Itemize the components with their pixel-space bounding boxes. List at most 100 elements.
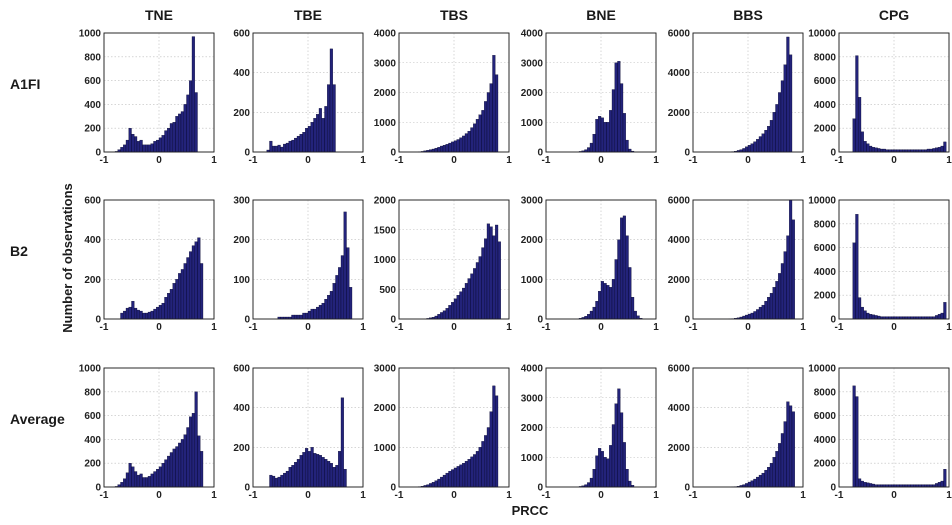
histogram-bar	[783, 421, 787, 488]
plot-border	[692, 199, 804, 320]
histogram-bar	[299, 133, 303, 153]
plot-border	[692, 367, 804, 488]
histogram-bar	[484, 238, 488, 320]
histogram-bar	[625, 139, 629, 153]
histogram-bar	[134, 136, 138, 153]
histogram-bar	[329, 48, 333, 153]
histogram-bar	[145, 312, 149, 320]
histogram-bar	[866, 482, 870, 488]
histogram-bar	[316, 454, 320, 488]
histogram-bar	[473, 123, 477, 153]
y-tick-label: 0	[537, 315, 543, 326]
y-tick-label: 1000	[79, 364, 102, 375]
histogram-bar	[302, 132, 306, 153]
histogram-bar	[307, 126, 311, 153]
column-title: TNE	[145, 7, 173, 23]
histogram-bar	[750, 143, 754, 153]
histogram-bar	[492, 55, 496, 153]
histogram-bar	[186, 257, 190, 320]
x-tick-label: 0	[305, 490, 311, 501]
histogram-bar	[161, 463, 165, 488]
histogram-bar	[783, 64, 787, 153]
plot-border	[545, 32, 657, 153]
histogram-bar	[484, 435, 488, 488]
y-tick-label: 400	[84, 235, 101, 246]
y-tick-label: 2000	[668, 108, 691, 119]
histogram-bar	[937, 147, 941, 153]
histogram-bar	[283, 143, 287, 153]
histogram-bar	[775, 281, 779, 320]
histogram-bar	[475, 451, 479, 488]
x-tick-label: -1	[689, 155, 698, 166]
x-tick-label: 1	[946, 322, 952, 333]
plot-border	[103, 199, 215, 320]
y-tick-label: 4000	[521, 364, 544, 375]
x-tick-label: 0	[156, 155, 162, 166]
x-tick-label: 1	[506, 155, 512, 166]
histogram-bar	[470, 273, 474, 320]
x-tick-label: -1	[100, 490, 109, 501]
histogram-bar	[592, 468, 596, 488]
histogram-bar	[200, 263, 204, 320]
histogram-bar	[442, 145, 446, 153]
histogram-bar	[324, 459, 328, 488]
histogram-bar	[194, 241, 198, 320]
y-tick-label: 400	[233, 68, 250, 79]
y-tick-label: 10000	[808, 29, 836, 40]
y-tick-label: 2000	[814, 291, 837, 302]
x-tick-label: 1	[653, 155, 659, 166]
histogram-bar	[761, 472, 765, 488]
histogram-bar	[434, 147, 438, 153]
histogram-bar	[473, 268, 477, 320]
y-tick-label: 6000	[814, 76, 837, 87]
y-tick-label: 200	[233, 235, 250, 246]
x-tick-label: 1	[506, 322, 512, 333]
histogram-bar	[940, 480, 944, 488]
histogram-bar	[189, 80, 193, 153]
histogram-bar	[456, 139, 460, 153]
y-tick-label: 6000	[668, 196, 691, 207]
histogram-bar	[453, 140, 457, 153]
histogram-bar	[161, 302, 165, 320]
histogram-bar	[136, 141, 140, 153]
histogram-bar	[789, 405, 793, 488]
histogram-bar	[940, 312, 944, 320]
histogram-bar	[470, 456, 474, 488]
histogram-bar	[860, 480, 864, 488]
histogram-bar	[486, 427, 490, 488]
histogram-bar	[929, 148, 933, 153]
histogram-bar	[459, 291, 463, 320]
histogram-bar	[440, 145, 444, 153]
histogram-bar	[329, 291, 333, 320]
histogram-bar	[609, 110, 613, 153]
histogram-bar	[183, 104, 187, 153]
histogram-bar	[772, 457, 776, 488]
histogram-bar	[429, 483, 433, 488]
histogram-bar	[750, 312, 754, 320]
histogram-bar	[191, 245, 195, 320]
histogram-bar	[747, 313, 751, 320]
x-tick-label: 1	[211, 155, 217, 166]
histogram-bar	[464, 461, 468, 488]
y-tick-label: 400	[233, 403, 250, 414]
histogram-bar	[310, 447, 314, 488]
histogram-bar	[758, 136, 762, 153]
y-tick-label: 10000	[808, 364, 836, 375]
plot-border	[252, 199, 364, 320]
plot-border	[838, 199, 950, 320]
histogram-bar	[742, 315, 746, 320]
y-tick-label: 0	[244, 483, 250, 494]
histogram-bar	[191, 36, 195, 153]
y-tick-label: 2000	[374, 196, 397, 207]
histogram-bar	[492, 235, 496, 320]
histogram-bar	[294, 137, 298, 153]
histogram-bar	[625, 468, 629, 488]
histogram-bar	[745, 146, 749, 153]
histogram-bar	[440, 476, 444, 488]
histogram-bar	[136, 309, 140, 320]
histogram-bar	[926, 148, 930, 153]
